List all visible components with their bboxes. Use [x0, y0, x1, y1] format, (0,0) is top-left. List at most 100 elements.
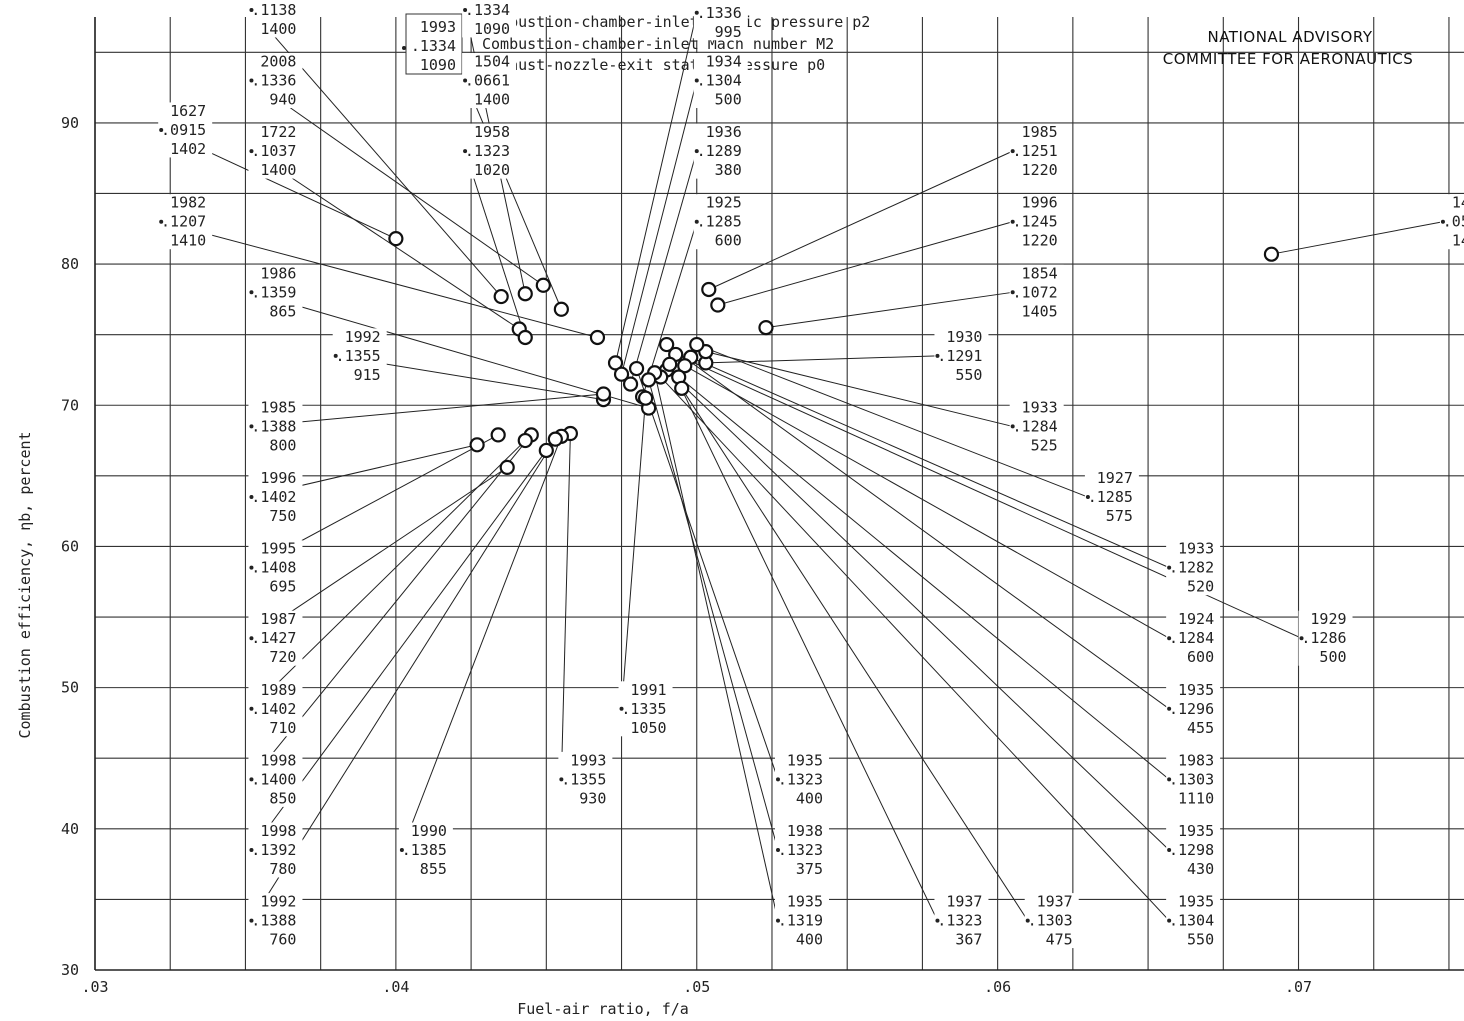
point-label-m2: .1355	[336, 347, 381, 365]
point-label-m2: .1072	[1013, 283, 1058, 301]
legend-key-m2: Combustion-chamber-inlet Mach number M2	[482, 35, 834, 53]
y-tick-label: 80	[61, 255, 79, 273]
point-label-p0: 1110	[1178, 789, 1214, 807]
point-label-dot	[775, 918, 780, 923]
leader-line	[401, 436, 562, 851]
leader-line	[636, 368, 779, 780]
point-label-bg	[1166, 822, 1221, 878]
leader-line	[1271, 221, 1444, 255]
point-label-m2: .1336	[697, 4, 742, 22]
point-labels: 1627.091514021898.113814001993.133410902…	[158, 0, 1464, 949]
point-label-bg	[934, 328, 989, 384]
point-label-m2: .1303	[1169, 770, 1214, 788]
point-label-m2: .1408	[251, 559, 296, 577]
point-label-dot	[249, 149, 254, 154]
point-label-dot	[159, 219, 164, 224]
point-label-p2: 1985	[1022, 123, 1058, 141]
point-label-dot	[1167, 565, 1172, 570]
point-label-m2: .0531	[1443, 213, 1464, 231]
point-label-dot	[249, 565, 254, 570]
point-label-p0: 1050	[630, 719, 666, 737]
leader-line	[681, 388, 1029, 921]
point-label-bg	[693, 53, 748, 109]
point-label-bg	[618, 681, 673, 737]
point-label-dot	[249, 777, 254, 782]
axis-ticks: .03 .04 .05 .06 .07 30 40 50 60 70 80 90	[61, 114, 1312, 996]
point-label-p2: 1992	[706, 0, 742, 3]
data-point	[547, 431, 563, 447]
leader-line	[251, 291, 649, 409]
leader-line	[621, 80, 698, 375]
point-label-bg	[693, 0, 748, 41]
data-point	[641, 372, 657, 388]
point-label-p0: 1405	[1022, 302, 1058, 320]
point-label-m2: .1289	[697, 142, 742, 160]
leader-line	[684, 365, 1170, 639]
point-label-dot	[1167, 777, 1172, 782]
leader-line	[690, 356, 1170, 569]
point-label-bg	[248, 822, 303, 878]
point-label-p0: 855	[420, 860, 447, 878]
data-point	[553, 301, 569, 317]
point-label-bg	[462, 0, 517, 38]
point-label-p0: 400	[796, 931, 823, 949]
point-label-m2: .1335	[621, 700, 666, 718]
data-point	[628, 360, 645, 377]
point-label-m2: .1286	[1301, 629, 1346, 647]
point-label-m2: .0915	[161, 121, 206, 139]
point-label-m2: .1392	[251, 841, 296, 859]
leader-line	[251, 150, 520, 330]
point-label-p2: 1985	[260, 398, 296, 416]
leader-line	[660, 376, 1170, 921]
point-label-p2: 1990	[411, 822, 447, 840]
point-label-bg	[1298, 610, 1353, 666]
point-label-p0: 1400	[474, 91, 510, 109]
x-tick-label: .05	[683, 978, 710, 996]
point-label-p2: 1987	[260, 610, 296, 628]
y-tick-label: 90	[61, 114, 79, 132]
point-label-dot	[935, 918, 940, 923]
legend-key-box	[405, 13, 463, 75]
point-label-p2: 1935	[1178, 681, 1214, 699]
point-label-m2: .1037	[251, 142, 296, 160]
y-tick-label: 30	[61, 961, 79, 979]
point-label-m2: .1284	[1013, 417, 1058, 435]
point-label-m2: .1323	[937, 912, 982, 930]
point-label-p2: 1930	[946, 328, 982, 346]
leader-line	[621, 398, 647, 709]
point-label-p2: 1935	[787, 751, 823, 769]
point-label-p2: 1937	[1037, 893, 1073, 911]
data-point	[388, 231, 404, 247]
point-label-dot	[775, 847, 780, 852]
point-label-m2: .1427	[251, 629, 296, 647]
point-label-p0: 1220	[1022, 161, 1058, 179]
data-point	[622, 376, 639, 392]
data-point	[689, 336, 705, 353]
point-label-m2: .1207	[161, 213, 206, 231]
point-label-dot	[1085, 495, 1090, 500]
point-label-p2: 1933	[1178, 540, 1214, 558]
point-label-m2: .1336	[251, 72, 296, 90]
data-point	[607, 355, 624, 371]
data-point	[662, 356, 678, 372]
point-label-m2: .1303	[1028, 912, 1073, 930]
point-label-p2: 1982	[170, 194, 206, 212]
point-label-bg	[248, 123, 303, 179]
point-label-m2: .1291	[937, 347, 982, 365]
point-label-dot	[399, 847, 404, 852]
leader-line	[696, 344, 1089, 498]
